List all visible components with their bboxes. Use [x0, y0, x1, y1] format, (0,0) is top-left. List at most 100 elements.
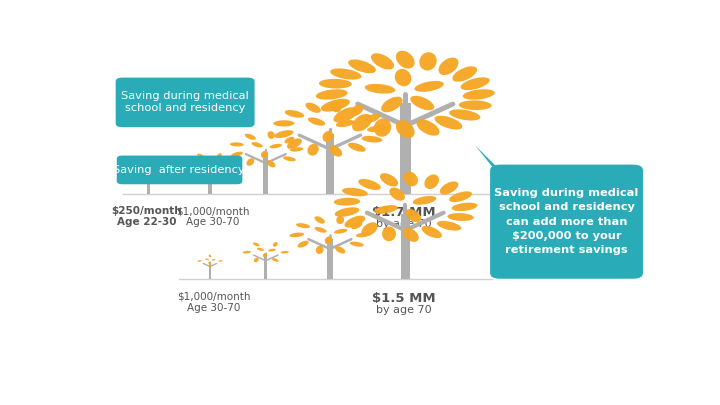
- Ellipse shape: [321, 99, 350, 112]
- Ellipse shape: [274, 130, 294, 138]
- Ellipse shape: [380, 173, 398, 187]
- Ellipse shape: [197, 153, 204, 158]
- Ellipse shape: [348, 60, 376, 73]
- Ellipse shape: [361, 222, 378, 236]
- Ellipse shape: [381, 97, 402, 112]
- Ellipse shape: [325, 237, 332, 244]
- Ellipse shape: [158, 173, 163, 174]
- Ellipse shape: [187, 162, 195, 165]
- Ellipse shape: [305, 102, 321, 113]
- Ellipse shape: [269, 144, 282, 148]
- Ellipse shape: [134, 173, 139, 174]
- Ellipse shape: [211, 259, 215, 260]
- Ellipse shape: [350, 242, 364, 247]
- Text: Age 30-70: Age 30-70: [186, 217, 240, 227]
- Ellipse shape: [367, 126, 387, 132]
- Ellipse shape: [209, 264, 211, 267]
- Ellipse shape: [396, 51, 415, 68]
- Ellipse shape: [435, 116, 462, 130]
- Ellipse shape: [284, 110, 305, 118]
- Ellipse shape: [283, 156, 296, 161]
- Ellipse shape: [348, 143, 366, 152]
- Text: $1,000/month: $1,000/month: [176, 206, 250, 216]
- Ellipse shape: [316, 246, 323, 254]
- Text: by age 70: by age 70: [376, 305, 431, 315]
- Ellipse shape: [351, 222, 362, 229]
- Ellipse shape: [287, 139, 302, 149]
- Ellipse shape: [405, 209, 421, 222]
- Ellipse shape: [329, 145, 342, 157]
- Ellipse shape: [272, 258, 279, 262]
- Ellipse shape: [416, 119, 439, 136]
- Ellipse shape: [319, 79, 352, 89]
- Ellipse shape: [424, 175, 439, 189]
- Ellipse shape: [352, 114, 372, 131]
- Ellipse shape: [254, 258, 258, 262]
- Ellipse shape: [463, 89, 495, 100]
- Text: $1.7 MM: $1.7 MM: [372, 206, 436, 219]
- Ellipse shape: [395, 69, 411, 86]
- Bar: [264, 254, 267, 279]
- Ellipse shape: [246, 158, 254, 166]
- Text: $1,000/month: $1,000/month: [177, 292, 251, 302]
- FancyBboxPatch shape: [117, 156, 243, 184]
- FancyBboxPatch shape: [116, 78, 255, 127]
- Ellipse shape: [336, 216, 344, 224]
- Bar: [209, 262, 211, 279]
- Ellipse shape: [382, 226, 396, 241]
- Ellipse shape: [334, 198, 360, 206]
- Ellipse shape: [217, 153, 222, 158]
- Ellipse shape: [230, 143, 243, 147]
- Bar: [326, 134, 333, 194]
- Text: Age 30-70: Age 30-70: [187, 303, 240, 313]
- Ellipse shape: [208, 262, 211, 264]
- Ellipse shape: [374, 205, 398, 214]
- Ellipse shape: [198, 169, 203, 173]
- Text: Age 22-30: Age 22-30: [117, 217, 176, 227]
- Ellipse shape: [440, 181, 459, 194]
- Ellipse shape: [396, 120, 415, 138]
- Ellipse shape: [216, 169, 223, 173]
- Ellipse shape: [461, 77, 490, 90]
- Bar: [327, 239, 333, 279]
- Ellipse shape: [231, 151, 243, 157]
- Text: Saving during medical
school and residency
can add more than
$200,000 to your
re: Saving during medical school and residen…: [495, 188, 639, 256]
- Ellipse shape: [225, 162, 233, 165]
- Ellipse shape: [421, 226, 442, 238]
- Text: by age 70: by age 70: [376, 219, 431, 229]
- Text: $250/month: $250/month: [112, 206, 182, 216]
- Ellipse shape: [403, 172, 418, 186]
- Ellipse shape: [402, 228, 419, 242]
- Ellipse shape: [333, 107, 358, 123]
- Text: $1.5 MM: $1.5 MM: [372, 292, 436, 305]
- Ellipse shape: [268, 249, 276, 252]
- FancyBboxPatch shape: [490, 164, 643, 279]
- Ellipse shape: [410, 96, 434, 110]
- Ellipse shape: [452, 66, 477, 82]
- Ellipse shape: [364, 114, 381, 123]
- Ellipse shape: [284, 136, 294, 143]
- Ellipse shape: [437, 221, 462, 230]
- Ellipse shape: [365, 84, 395, 94]
- Ellipse shape: [359, 179, 381, 190]
- Ellipse shape: [207, 164, 211, 168]
- Ellipse shape: [147, 174, 150, 177]
- Ellipse shape: [323, 131, 333, 142]
- Bar: [400, 103, 411, 194]
- Ellipse shape: [253, 243, 260, 246]
- Ellipse shape: [267, 131, 275, 139]
- Ellipse shape: [245, 134, 256, 140]
- Ellipse shape: [251, 142, 263, 147]
- Ellipse shape: [374, 118, 391, 137]
- Ellipse shape: [147, 166, 150, 169]
- Ellipse shape: [257, 247, 264, 251]
- Ellipse shape: [330, 68, 361, 80]
- Ellipse shape: [209, 255, 211, 257]
- Ellipse shape: [335, 207, 359, 217]
- Bar: [208, 166, 212, 194]
- Ellipse shape: [150, 171, 155, 173]
- Text: Saving during medical
school and residency: Saving during medical school and residen…: [121, 92, 248, 113]
- Ellipse shape: [419, 52, 436, 70]
- Ellipse shape: [289, 232, 304, 237]
- Ellipse shape: [315, 227, 327, 233]
